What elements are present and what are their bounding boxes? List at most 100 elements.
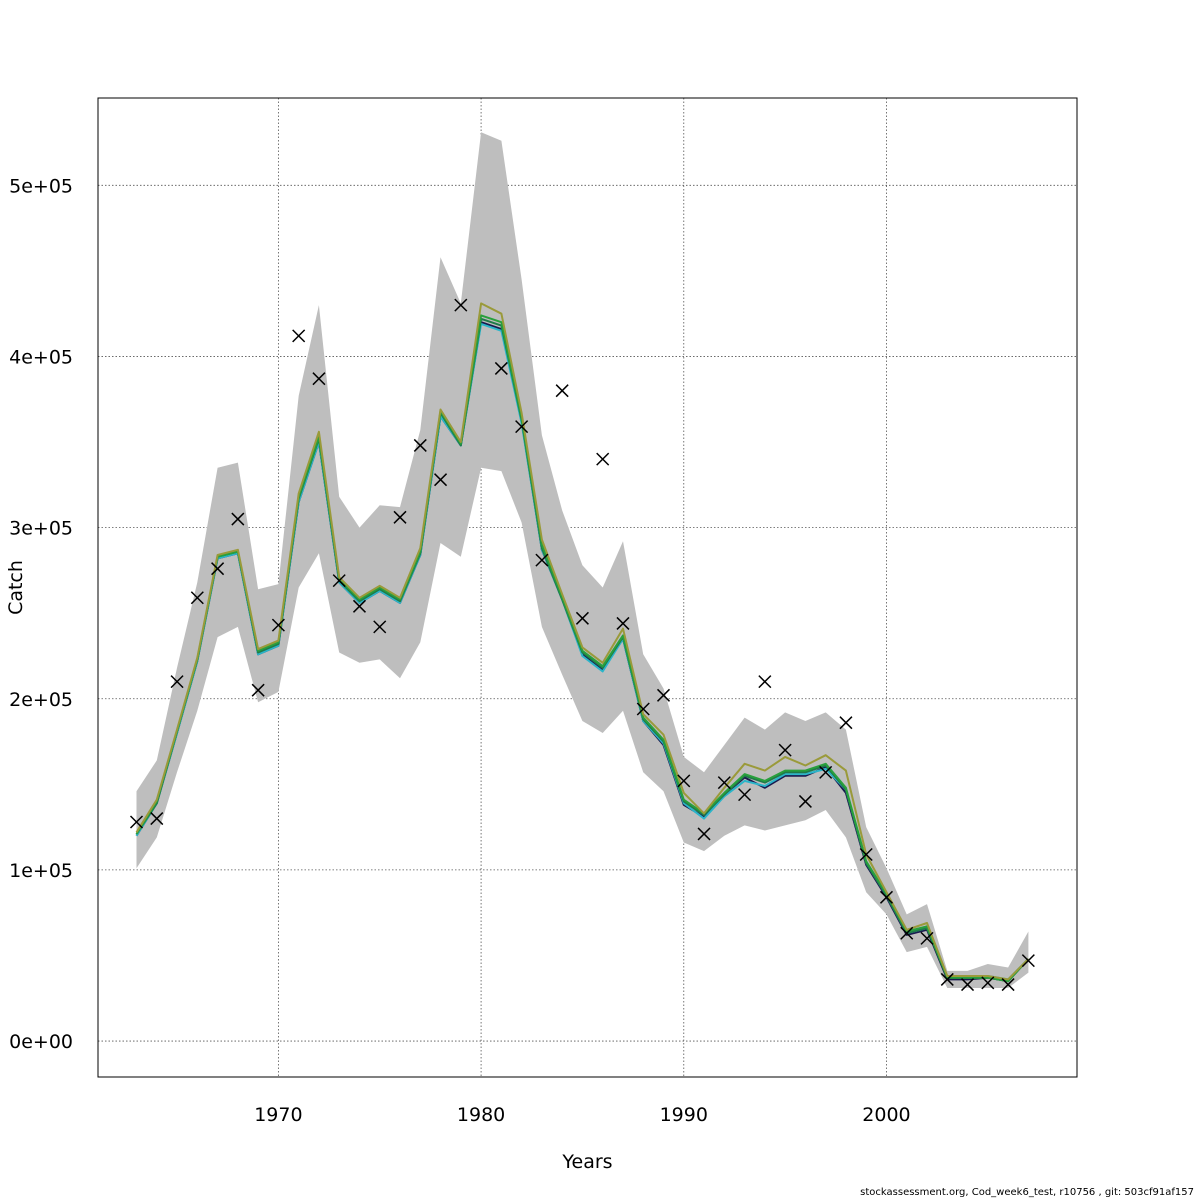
observed-point	[332, 574, 346, 588]
observed-point-stroke	[211, 562, 225, 576]
observed-point-stroke	[434, 473, 448, 487]
observed-point	[981, 976, 995, 990]
observed-point-stroke	[778, 743, 792, 757]
observed-point	[798, 794, 812, 808]
observed-point	[879, 890, 894, 904]
observed-point-stroke	[1021, 954, 1035, 968]
observed-point-stroke	[575, 611, 589, 625]
observed-point	[1001, 978, 1015, 992]
x-tick-label: 1990	[660, 1104, 708, 1126]
x-tick-label: 1970	[254, 1104, 302, 1126]
observed-point-stroke	[413, 438, 427, 452]
observed-point	[758, 675, 772, 689]
y-tick-label: 5e+05	[9, 175, 73, 197]
y-tick-label: 4e+05	[9, 346, 73, 368]
observed-point-stroke	[292, 329, 306, 343]
observed-point	[738, 788, 752, 802]
observed-point-stroke	[271, 618, 285, 632]
x-tick-label: 2000	[862, 1104, 910, 1126]
observed-point	[251, 683, 265, 697]
observed-point-stroke	[494, 361, 508, 375]
observed-point	[616, 616, 630, 630]
fitted-series	[135, 302, 1030, 983]
observed-point	[575, 611, 589, 625]
observed-point	[677, 774, 691, 788]
observed-point	[231, 512, 245, 526]
observed-point-stroke	[373, 620, 387, 634]
observed-point-stroke	[920, 931, 934, 945]
observed-point-stroke	[697, 827, 711, 841]
observed-point	[819, 765, 833, 779]
y-tick-label: 1e+05	[9, 860, 73, 882]
observed-point-stroke	[129, 815, 144, 829]
observed-point	[596, 452, 610, 466]
plot-frame	[97, 97, 1078, 1078]
observed-point	[312, 372, 326, 386]
observed-point-stroke	[251, 683, 265, 697]
observed-point-stroke	[393, 510, 407, 524]
observed-point-stroke	[656, 688, 671, 702]
observed-point	[859, 847, 873, 862]
y-axis-title: Catch	[5, 560, 27, 615]
observed-point-stroke	[332, 574, 346, 588]
observed-point-stroke	[150, 812, 164, 826]
observed-point	[961, 978, 975, 992]
observed-point-stroke	[190, 591, 204, 605]
observed-point	[292, 329, 306, 343]
observed-point-stroke	[859, 847, 873, 862]
observed-point	[150, 812, 164, 826]
observed-point-stroke	[596, 452, 610, 466]
footnote: stockassessment.org, Cod_week6_test, r10…	[860, 1187, 1194, 1198]
observed-point	[413, 438, 427, 452]
observed-point-stroke	[454, 298, 468, 312]
observed-point-stroke	[555, 384, 569, 398]
y-tick-label: 2e+05	[9, 689, 73, 711]
observed-point	[555, 384, 569, 398]
y-tick-label: 0e+00	[9, 1031, 73, 1053]
observed-point	[515, 420, 529, 434]
fit-series-line	[135, 302, 1030, 981]
observed-point	[129, 815, 144, 829]
observed-point-stroke	[819, 765, 833, 779]
observed-point	[494, 361, 508, 375]
observed-point	[393, 510, 407, 524]
observed-point-stroke	[981, 976, 995, 990]
observed-point-stroke	[677, 774, 691, 788]
observed-point	[656, 688, 671, 702]
observed-point-stroke	[798, 794, 812, 808]
observed-point	[170, 675, 184, 689]
observed-point	[535, 553, 549, 567]
observed-point	[900, 926, 914, 940]
observed-point-stroke	[535, 553, 549, 567]
observed-point-stroke	[758, 675, 772, 689]
observed-point-stroke	[231, 512, 245, 526]
observed-point	[271, 618, 285, 632]
observed-point	[352, 599, 367, 613]
observed-point	[717, 776, 731, 790]
observed-point	[839, 716, 853, 730]
x-tick-label: 1980	[457, 1104, 505, 1126]
observed-point-stroke	[312, 372, 326, 386]
observed-point	[211, 562, 225, 576]
observed-point	[373, 620, 387, 634]
observed-point-stroke	[616, 616, 630, 630]
observed-point	[920, 931, 934, 945]
observed-point-stroke	[961, 978, 975, 992]
observed-point-stroke	[352, 599, 367, 613]
y-tick-label: 3e+05	[9, 518, 73, 540]
observed-point	[434, 473, 448, 487]
axes: 1970 1980 1990 2000 0e+00 1e+05 2e+05 3e+05 4e+0…	[9, 175, 911, 1126]
observed-point	[697, 827, 711, 841]
observed-point	[778, 743, 792, 757]
observed-point	[190, 591, 204, 605]
observed-point-stroke	[636, 702, 650, 716]
observed-points	[129, 298, 1035, 992]
observed-point	[636, 702, 650, 716]
observed-point-stroke	[717, 776, 731, 790]
observed-point	[940, 972, 954, 986]
observed-point-stroke	[170, 675, 184, 689]
observed-point	[1021, 954, 1035, 968]
observed-point-stroke	[1001, 978, 1015, 992]
observed-point-stroke	[900, 926, 914, 940]
observed-point-stroke	[738, 788, 752, 802]
